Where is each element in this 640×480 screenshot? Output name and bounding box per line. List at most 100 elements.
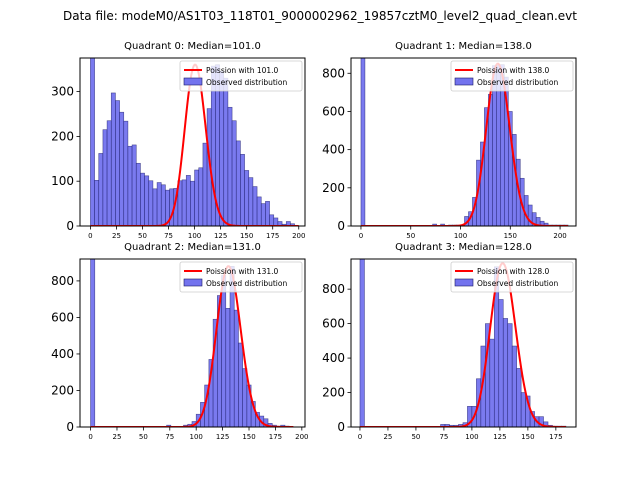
- histogram-bar: [507, 323, 513, 427]
- histogram-bar: [252, 186, 258, 226]
- axes-frame: [350, 258, 577, 428]
- histogram-bar: [360, 58, 366, 226]
- histogram-bar: [502, 318, 509, 427]
- legend-frame: [450, 60, 574, 92]
- histogram-bar: [90, 58, 95, 226]
- histogram-bar: [498, 299, 504, 427]
- poisson-curve: [360, 62, 569, 226]
- histogram-bar: [152, 188, 158, 226]
- x-tick-label: 100: [465, 433, 478, 441]
- x-tick-label: 175: [269, 433, 282, 441]
- x-tick-label: 125: [214, 232, 227, 240]
- histogram-bar: [106, 120, 112, 226]
- histogram-bar: [102, 129, 108, 226]
- legend-label-poisson: Poission with 101.0: [206, 66, 279, 75]
- histogram-bar: [90, 259, 96, 427]
- legend: Poission with 101.0 Observed distribution: [179, 60, 303, 92]
- panel-quadrant-0: Quadrant 0: Median=101.0 0 100 200 300 0 25 50 7…: [51, 41, 306, 240]
- histogram-bar: [160, 184, 166, 226]
- legend: Poission with 128.0 Observed distribution: [450, 261, 574, 293]
- y-tick-label: 400: [322, 351, 345, 365]
- x-tick-label: 0: [358, 433, 362, 441]
- histogram-bar: [256, 196, 262, 226]
- histogram-bar: [240, 154, 245, 226]
- x-tick-label: 50: [411, 433, 420, 441]
- histogram-bar: [223, 77, 229, 226]
- legend: Poission with 131.0 Observed distribution: [179, 261, 303, 293]
- x-tick-label: 125: [493, 433, 506, 441]
- legend-bar-swatch: [454, 278, 474, 287]
- x-tick-label: 0: [88, 232, 92, 240]
- histogram-bar: [131, 144, 137, 226]
- histogram-bar: [123, 120, 129, 226]
- y-tick-label: 100: [51, 174, 74, 188]
- histogram-bar: [235, 140, 241, 226]
- histogram-bar: [185, 175, 191, 226]
- x-tick-label: 0: [359, 232, 363, 240]
- x-tick-label: 100: [190, 433, 203, 441]
- histogram-bar: [489, 338, 495, 427]
- histogram-bar: [135, 162, 141, 226]
- histogram-bar: [221, 275, 227, 427]
- x-tick-label: 25: [383, 433, 392, 441]
- plot-area: [90, 58, 299, 226]
- histogram-bar: [516, 368, 522, 427]
- y-tick-label: 0: [66, 420, 74, 434]
- x-tick-label: 75: [165, 433, 174, 441]
- histogram-bar: [219, 71, 225, 226]
- histogram-bar: [190, 180, 195, 226]
- y-tick-label: 200: [51, 129, 74, 143]
- y-tick-label: 400: [51, 347, 74, 361]
- axes-frame: [79, 57, 306, 227]
- histogram-bar: [225, 308, 231, 427]
- legend-label-observed: Observed distribution: [477, 78, 558, 87]
- histogram-bar: [202, 142, 208, 226]
- histogram-bar: [520, 392, 526, 427]
- legend-bar-swatch: [183, 77, 203, 86]
- x-tick-label: 50: [139, 433, 148, 441]
- histogram-bar: [511, 345, 517, 427]
- histogram-bar: [543, 421, 549, 427]
- y-tick-label: 0: [337, 219, 345, 233]
- histogram-bar: [144, 175, 150, 226]
- histogram-bar: [227, 106, 233, 226]
- y-tick-label: 0: [337, 420, 345, 434]
- histogram-bar: [115, 100, 120, 226]
- x-tick-label: 150: [240, 232, 253, 240]
- histogram-bar: [98, 153, 104, 226]
- histogram-bar: [260, 203, 266, 226]
- histogram-bar: [198, 167, 204, 226]
- histogram-bar: [140, 172, 145, 226]
- plot-area: [359, 259, 567, 427]
- legend-label-observed: Observed distribution: [206, 78, 287, 87]
- legend-frame: [179, 60, 303, 92]
- y-tick-label: 600: [322, 104, 345, 118]
- panel-title: Quadrant 0: Median=101.0: [124, 41, 261, 52]
- histogram-bar: [238, 342, 243, 427]
- y-tick-label: 200: [322, 386, 345, 400]
- y-tick-label: 200: [322, 181, 345, 195]
- x-tick-label: 150: [242, 433, 255, 441]
- legend-bar-swatch: [183, 278, 203, 287]
- x-tick-label: 0: [88, 433, 92, 441]
- legend-label-poisson: Poission with 138.0: [477, 66, 550, 75]
- legend: Poission with 138.0 Observed distribution: [450, 60, 574, 92]
- axes-frame: [350, 57, 577, 227]
- y-tick-label: 600: [322, 317, 345, 331]
- histogram-bar: [110, 92, 116, 226]
- x-tick-label: 75: [164, 232, 173, 240]
- legend-label-poisson: Poission with 131.0: [206, 267, 279, 276]
- histogram-bar: [181, 179, 187, 226]
- x-tick-label: 75: [439, 433, 448, 441]
- axes-frame: [79, 258, 306, 428]
- x-tick-label: 50: [138, 232, 147, 240]
- histogram-bar: [359, 259, 365, 427]
- x-tick-label: 175: [266, 232, 279, 240]
- x-tick-label: 100: [454, 232, 467, 240]
- x-tick-label: 200: [553, 232, 566, 240]
- panel-title: Quadrant 2: Median=131.0: [124, 242, 261, 253]
- x-tick-label: 200: [292, 232, 305, 240]
- histogram-bar: [231, 120, 237, 226]
- histogram-bar: [277, 221, 283, 226]
